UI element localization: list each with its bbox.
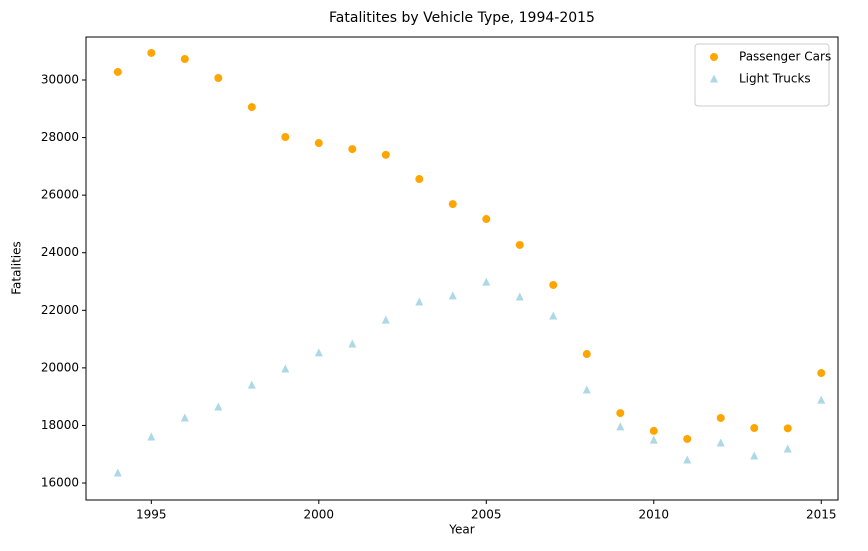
data-point [415, 297, 424, 306]
data-point [314, 139, 323, 148]
data-point [616, 409, 625, 418]
data-point [482, 277, 491, 286]
x-tick-label: 2010 [638, 508, 669, 522]
x-tick-label: 2015 [806, 508, 837, 522]
data-point [314, 348, 323, 357]
data-point [180, 54, 189, 63]
data-point [582, 385, 591, 394]
x-tick-label: 1995 [136, 508, 167, 522]
data-point [817, 395, 826, 404]
y-tick-label: 28000 [41, 130, 79, 144]
data-point [247, 103, 256, 112]
data-point [716, 438, 725, 447]
y-tick-label: 30000 [41, 73, 79, 87]
y-tick-label: 18000 [41, 418, 79, 432]
data-point [147, 48, 156, 57]
data-point [214, 73, 223, 82]
data-point [348, 339, 357, 348]
data-point [348, 145, 357, 154]
data-point [482, 215, 491, 224]
data-point [381, 315, 390, 324]
data-point [783, 424, 792, 433]
data-point [247, 380, 256, 389]
legend-label: Light Trucks [739, 72, 811, 86]
chart-title: Fatalitites by Vehicle Type, 1994-2015 [329, 10, 595, 26]
y-tick-label: 20000 [41, 360, 79, 374]
legend-label: Passenger Cars [739, 50, 831, 64]
data-point [147, 432, 156, 441]
y-axis-label: Fatalities [10, 241, 24, 295]
data-point [381, 150, 390, 159]
data-point [649, 426, 658, 435]
x-tick-label: 2000 [304, 508, 335, 522]
data-point [515, 292, 524, 301]
data-point [448, 200, 457, 209]
x-axis-label: Year [448, 523, 474, 537]
legend-marker [710, 53, 718, 61]
y-tick-label: 22000 [41, 303, 79, 317]
data-point [549, 311, 558, 320]
data-point [817, 369, 826, 378]
y-tick-label: 24000 [41, 245, 79, 259]
data-point [113, 67, 122, 76]
data-point [281, 133, 290, 142]
data-point [113, 468, 122, 477]
data-point [415, 175, 424, 184]
data-point [616, 422, 625, 431]
y-tick-label: 26000 [41, 188, 79, 202]
data-point [214, 402, 223, 411]
data-point [582, 350, 591, 359]
data-point [515, 240, 524, 249]
data-point [750, 451, 759, 460]
plot-frame [85, 36, 839, 501]
x-tick-label: 2005 [471, 508, 502, 522]
y-tick-label: 16000 [41, 476, 79, 490]
data-point [180, 413, 189, 422]
legend-box [694, 43, 830, 107]
data-point [716, 413, 725, 422]
data-point [683, 434, 692, 443]
legend-marker [710, 74, 718, 83]
data-point [783, 444, 792, 453]
data-point [750, 424, 759, 433]
data-point [649, 435, 658, 444]
data-point [549, 280, 558, 289]
data-point [448, 291, 457, 300]
data-point [683, 455, 692, 464]
data-point [281, 364, 290, 373]
